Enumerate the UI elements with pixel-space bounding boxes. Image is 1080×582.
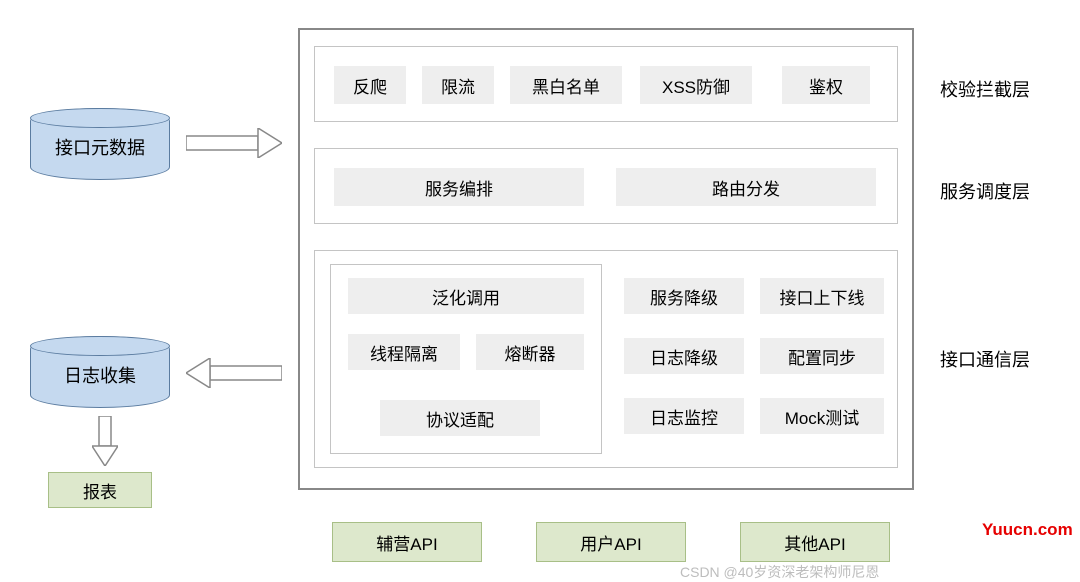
item-log-monitor: 日志监控 [624, 398, 744, 434]
watermark-gray: CSDN @40岁资深老架构师尼恩 [680, 562, 879, 582]
log-cylinder-label: 日志收集 [64, 362, 136, 388]
item-mock-test: Mock测试 [760, 398, 884, 434]
metadata-cylinder-label: 接口元数据 [55, 134, 145, 160]
metadata-cylinder: 接口元数据 [30, 108, 170, 180]
log-cylinder: 日志收集 [30, 336, 170, 408]
item-rate-limit: 限流 [422, 66, 494, 104]
watermark-red: Yuucn.com [982, 520, 1073, 540]
api-other: 其他API [740, 522, 890, 562]
item-protocol-adapt: 协议适配 [380, 400, 540, 436]
item-routing: 路由分发 [616, 168, 876, 206]
arrow-metadata-to-panel [186, 128, 282, 158]
api-auxiliary: 辅营API [332, 522, 482, 562]
item-orchestration: 服务编排 [334, 168, 584, 206]
item-xss-defense: XSS防御 [640, 66, 752, 104]
arrow-log-to-report [92, 416, 118, 466]
item-anti-crawl: 反爬 [334, 66, 406, 104]
report-box: 报表 [48, 472, 152, 508]
item-log-degrade: 日志降级 [624, 338, 744, 374]
item-generic-invoke: 泛化调用 [348, 278, 584, 314]
item-api-updown: 接口上下线 [760, 278, 884, 314]
layer2-label: 服务调度层 [940, 178, 1030, 204]
item-service-degrade: 服务降级 [624, 278, 744, 314]
api-user: 用户API [536, 522, 686, 562]
item-thread-isolation: 线程隔离 [348, 334, 460, 370]
item-circuit-breaker: 熔断器 [476, 334, 584, 370]
arrow-panel-to-log [186, 358, 282, 388]
item-auth: 鉴权 [782, 66, 870, 104]
item-blackwhite-list: 黑白名单 [510, 66, 622, 104]
layer1-label: 校验拦截层 [940, 76, 1030, 102]
layer3-label: 接口通信层 [940, 346, 1030, 372]
report-label: 报表 [83, 478, 117, 503]
item-config-sync: 配置同步 [760, 338, 884, 374]
